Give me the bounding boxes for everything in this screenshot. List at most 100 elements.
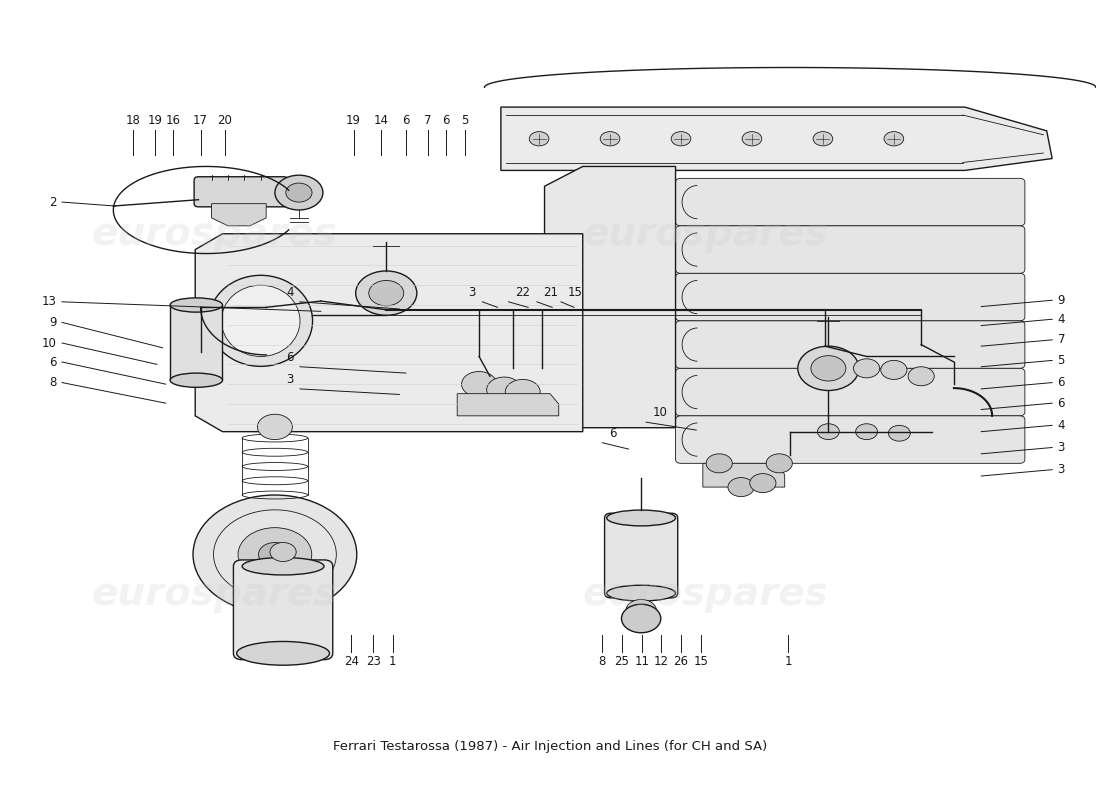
Text: 10: 10 [42, 337, 56, 350]
Circle shape [750, 474, 776, 493]
Circle shape [626, 599, 657, 622]
Text: 6: 6 [442, 114, 450, 127]
Polygon shape [703, 463, 784, 487]
Circle shape [286, 183, 312, 202]
Circle shape [486, 377, 521, 402]
Text: 25: 25 [615, 655, 629, 668]
Circle shape [884, 132, 904, 146]
Ellipse shape [242, 558, 324, 575]
Circle shape [257, 414, 293, 439]
Text: 5: 5 [1057, 354, 1065, 367]
Text: 11: 11 [635, 655, 649, 668]
Text: 20: 20 [217, 114, 232, 127]
Text: 3: 3 [469, 286, 476, 298]
Circle shape [601, 132, 620, 146]
Circle shape [671, 132, 691, 146]
Text: 9: 9 [1057, 294, 1065, 306]
FancyBboxPatch shape [675, 274, 1025, 321]
Ellipse shape [607, 586, 675, 601]
Text: 6: 6 [1057, 397, 1065, 410]
Text: 6: 6 [286, 350, 294, 363]
Text: 7: 7 [1057, 334, 1065, 346]
Ellipse shape [170, 298, 222, 312]
Text: 12: 12 [653, 655, 669, 668]
Text: 22: 22 [515, 286, 530, 298]
Circle shape [881, 361, 907, 379]
Circle shape [766, 454, 792, 473]
Circle shape [798, 346, 859, 390]
Circle shape [368, 281, 404, 306]
Text: 4: 4 [1057, 419, 1065, 432]
Circle shape [854, 359, 880, 378]
Circle shape [192, 495, 356, 614]
Circle shape [462, 371, 496, 397]
Text: 19: 19 [147, 114, 163, 127]
Polygon shape [458, 394, 559, 416]
Text: 19: 19 [346, 114, 361, 127]
Text: 16: 16 [166, 114, 180, 127]
Circle shape [817, 424, 839, 439]
Polygon shape [170, 305, 222, 380]
Circle shape [529, 132, 549, 146]
FancyBboxPatch shape [233, 560, 333, 660]
Text: 6: 6 [1057, 376, 1065, 389]
Circle shape [742, 132, 762, 146]
Text: 18: 18 [125, 114, 141, 127]
Text: 2: 2 [50, 195, 56, 209]
Text: 1: 1 [389, 655, 396, 668]
Circle shape [706, 454, 733, 473]
Circle shape [505, 379, 540, 405]
Circle shape [856, 424, 878, 439]
Circle shape [270, 542, 296, 562]
Text: 17: 17 [194, 114, 208, 127]
Polygon shape [211, 204, 266, 226]
Text: 7: 7 [424, 114, 431, 127]
FancyBboxPatch shape [675, 368, 1025, 416]
Text: 6: 6 [609, 426, 616, 439]
Text: 4: 4 [1057, 313, 1065, 326]
Text: 23: 23 [365, 655, 381, 668]
Ellipse shape [170, 373, 222, 387]
Text: 9: 9 [50, 316, 56, 329]
Ellipse shape [221, 286, 300, 357]
Circle shape [621, 604, 661, 633]
Text: 6: 6 [50, 355, 56, 369]
Text: 8: 8 [598, 655, 606, 668]
Text: eurospares: eurospares [91, 575, 338, 613]
Polygon shape [500, 107, 1053, 170]
Text: 10: 10 [652, 406, 668, 419]
Text: 13: 13 [42, 295, 56, 308]
Circle shape [728, 478, 755, 497]
Ellipse shape [607, 510, 675, 526]
Text: Ferrari Testarossa (1987) - Air Injection and Lines (for CH and SA): Ferrari Testarossa (1987) - Air Injectio… [333, 740, 767, 754]
Circle shape [909, 366, 934, 386]
Text: 24: 24 [344, 655, 359, 668]
Text: eurospares: eurospares [583, 214, 828, 253]
Text: eurospares: eurospares [583, 575, 828, 613]
Text: 21: 21 [543, 286, 559, 298]
Text: 3: 3 [286, 373, 294, 386]
Text: 14: 14 [373, 114, 388, 127]
Ellipse shape [236, 642, 330, 666]
FancyBboxPatch shape [675, 321, 1025, 368]
Text: 6: 6 [403, 114, 409, 127]
FancyBboxPatch shape [194, 177, 288, 207]
Text: 3: 3 [1057, 441, 1065, 454]
Text: 15: 15 [693, 655, 708, 668]
Text: eurospares: eurospares [91, 214, 338, 253]
Text: 8: 8 [50, 376, 56, 389]
Circle shape [258, 542, 292, 566]
Circle shape [813, 132, 833, 146]
Circle shape [811, 356, 846, 381]
Text: 4: 4 [286, 286, 294, 298]
FancyBboxPatch shape [675, 178, 1025, 226]
Circle shape [889, 426, 910, 441]
FancyBboxPatch shape [605, 514, 678, 598]
Circle shape [275, 175, 323, 210]
Circle shape [355, 271, 417, 315]
Text: 26: 26 [673, 655, 689, 668]
Ellipse shape [209, 275, 312, 366]
FancyBboxPatch shape [675, 416, 1025, 463]
Polygon shape [195, 234, 583, 432]
FancyBboxPatch shape [675, 226, 1025, 274]
